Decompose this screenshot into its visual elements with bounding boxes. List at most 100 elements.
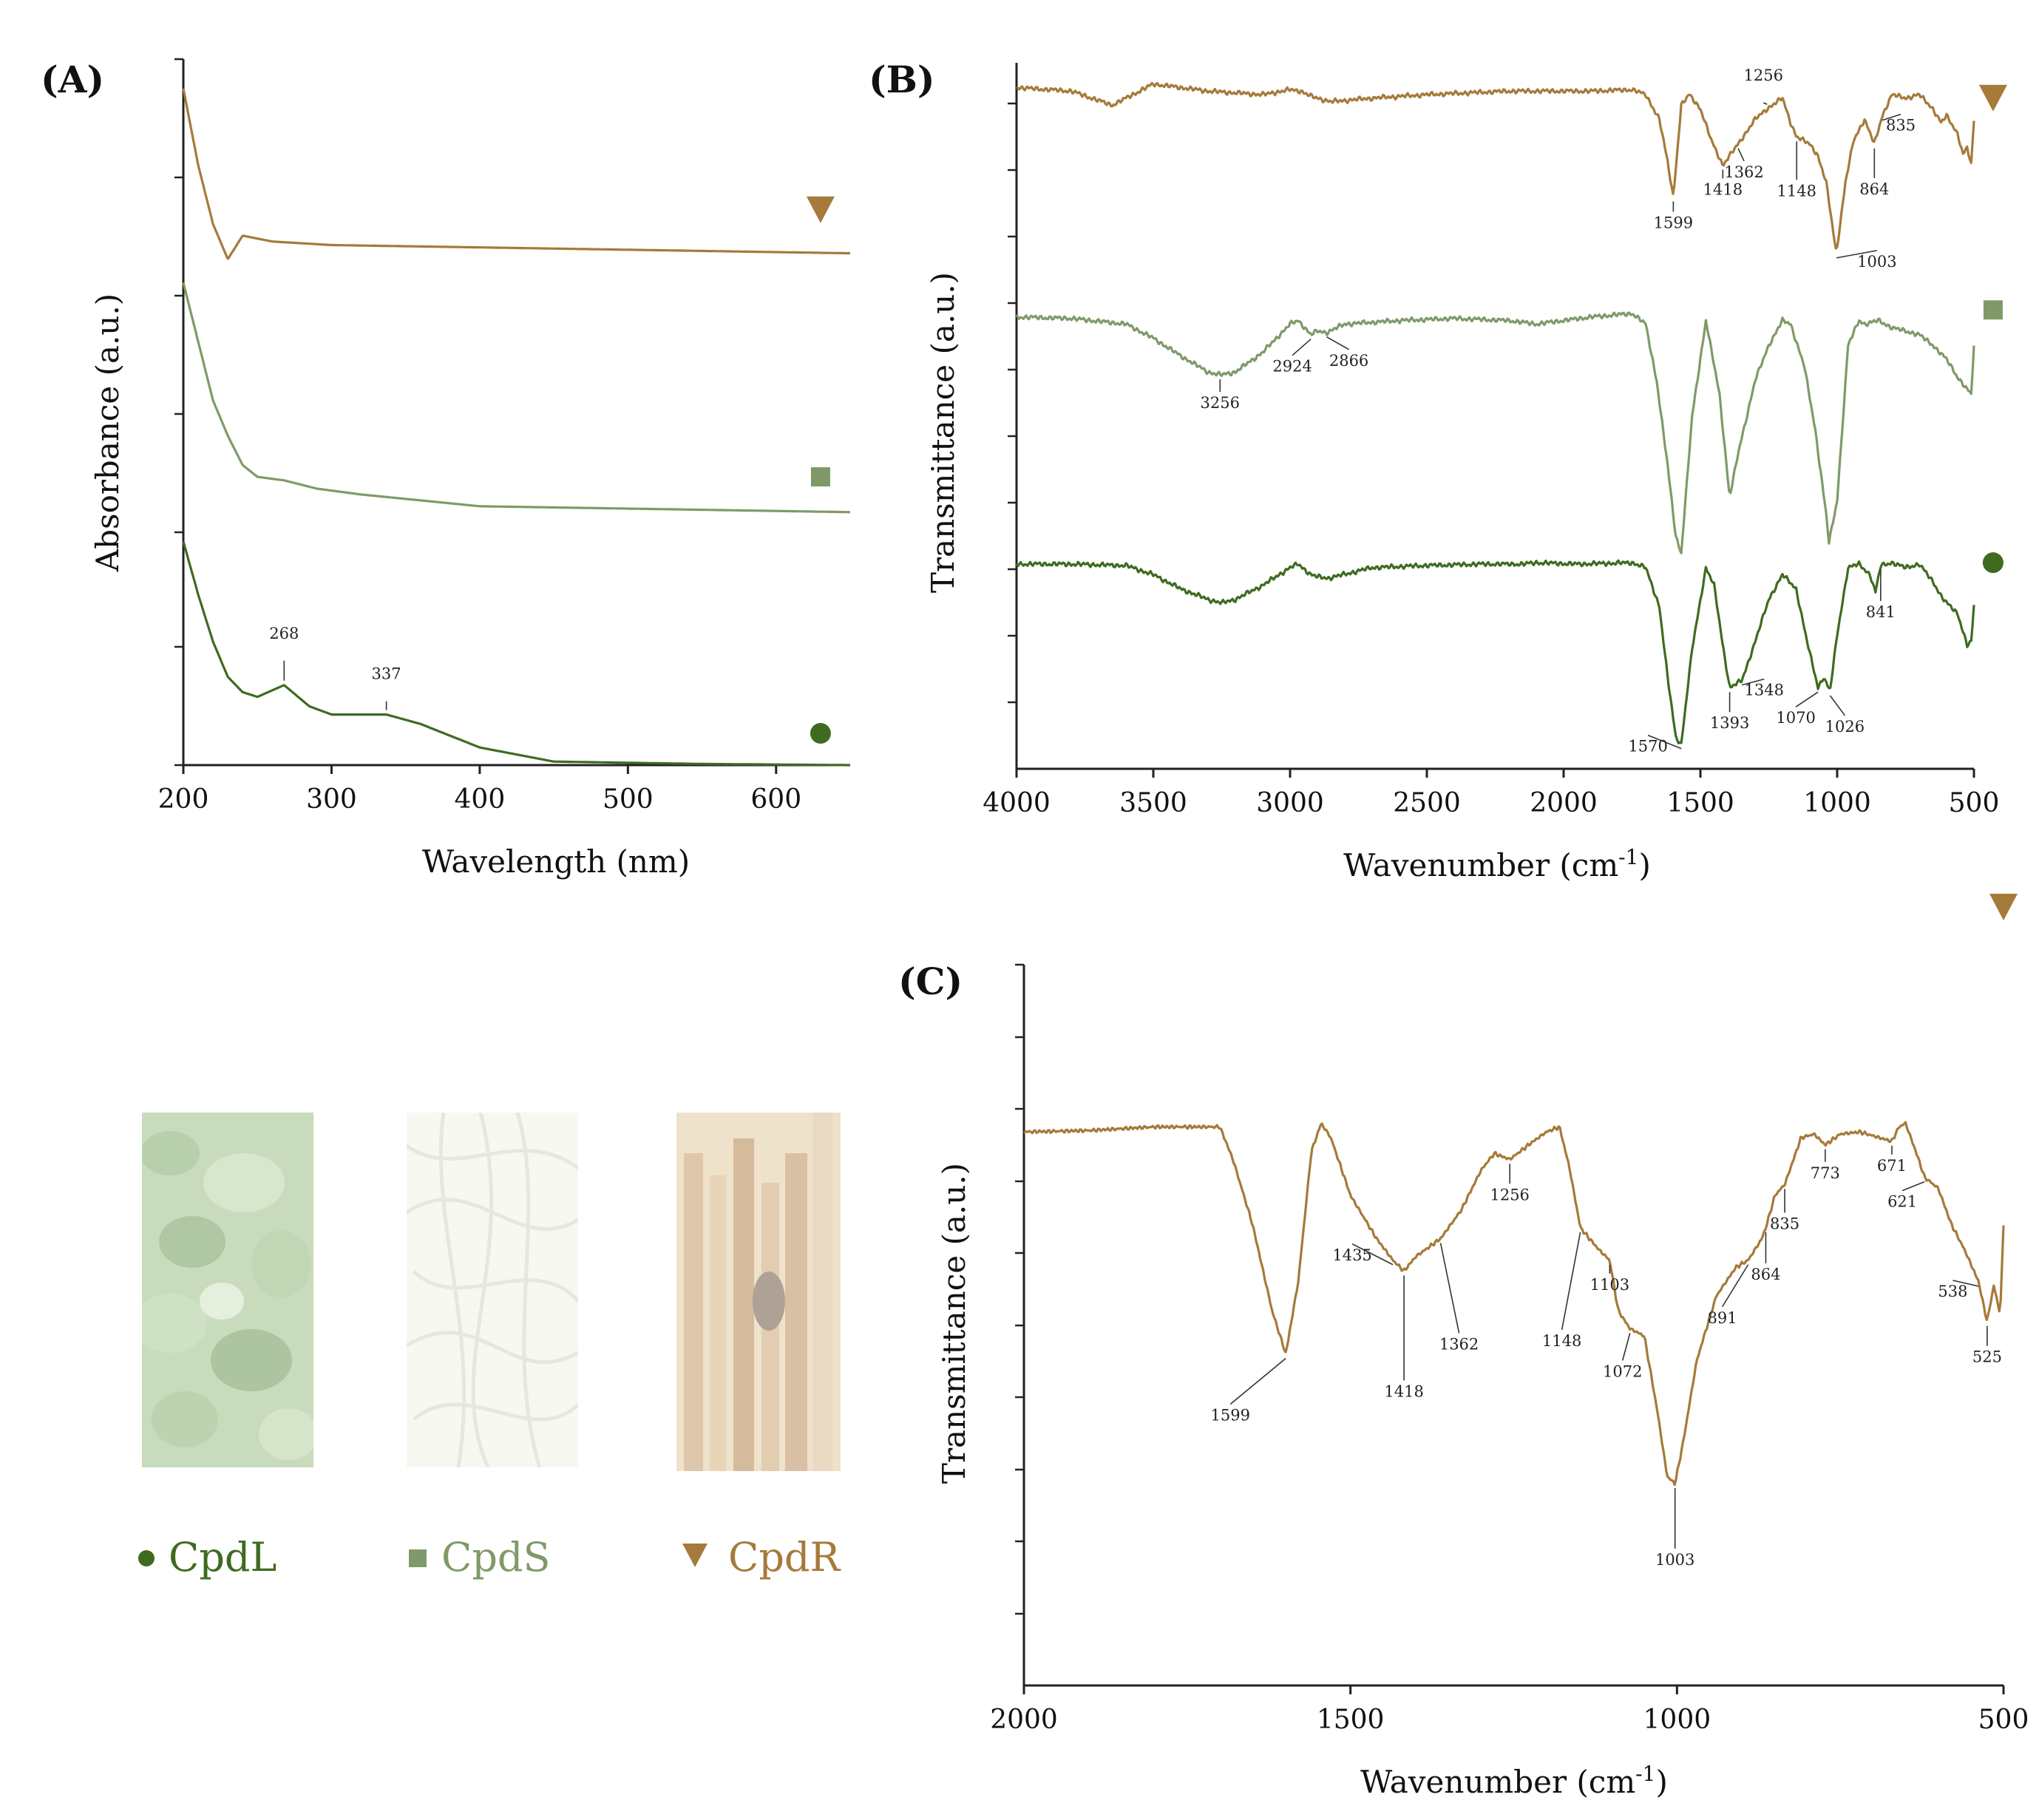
peak-label: 337 [372, 665, 401, 683]
peak-leader-line [1795, 691, 1819, 707]
panel-c-y-title: Transmittance (a.u.) [936, 1163, 972, 1484]
panel-b-x-title-end: ) [1638, 847, 1650, 883]
peak-leader-line [1351, 1243, 1394, 1266]
legend: CpdL CpdS CpdR [138, 1534, 841, 1580]
peak-leader-line [1326, 336, 1349, 350]
panel-b-x-title: Wavenumber (cm-1) [1343, 845, 1651, 883]
peak-label: 1103 [1590, 1276, 1629, 1294]
legend-label-cpdl: CpdL [169, 1534, 276, 1580]
peak-leader-line [1737, 148, 1745, 162]
series-line-cpds [182, 282, 851, 514]
panel-a-y-title: Absorbance (a.u.) [89, 293, 126, 572]
peak-label: 864 [1859, 180, 1889, 198]
x-tick-label: 500 [1949, 788, 2000, 818]
peak-label: 1148 [1542, 1332, 1581, 1350]
leaves-photo-icon [142, 1113, 313, 1467]
peak-leader-line [1953, 1280, 1979, 1287]
peak-label: 671 [1877, 1157, 1907, 1175]
x-tick-label: 200 [158, 784, 209, 815]
marker-triangle-icon [806, 196, 835, 223]
panel-b: (B) 4000 3500 3000 2500 2000 1500 1000 500 Wave… [869, 58, 2007, 883]
panel-a-plot: 268 337 [182, 88, 851, 767]
peak-label: 1348 [1745, 682, 1784, 699]
peak-label: 1570 [1628, 738, 1667, 755]
panel-b-label: (B) [869, 58, 935, 101]
peak-label: 1393 [1710, 714, 1749, 732]
peak-label: 1599 [1654, 214, 1693, 231]
panel-c-x-title-main: Wavenumber (cm [1360, 1764, 1635, 1800]
peak-label: 1418 [1384, 1382, 1423, 1400]
peak-leader-line [1721, 1264, 1749, 1308]
peak-leader-line [1561, 1232, 1581, 1331]
panel-c-ticks: 2000 1500 1000 500 [990, 963, 2029, 1735]
x-tick-label: 3500 [1119, 788, 1187, 818]
peak-label: 1072 [1603, 1362, 1642, 1380]
panel-a-x-title: Wavelength (nm) [422, 843, 690, 880]
series-line-cpdl [182, 541, 851, 767]
panel-b-y-title: Transmittance (a.u.) [925, 272, 961, 593]
x-tick-label: 300 [306, 784, 357, 815]
peak-leader-line [1882, 113, 1901, 121]
peak-label: 3256 [1201, 394, 1240, 412]
panel-b-x-title-main: Wavenumber (cm [1343, 847, 1618, 883]
peak-leader-line [1439, 1243, 1460, 1334]
x-tick-label: 400 [455, 784, 506, 815]
peak-label: 1003 [1655, 1551, 1694, 1569]
peak-leader-line [1647, 734, 1682, 750]
peak-label: 621 [1887, 1193, 1917, 1211]
series-line-cpds [1015, 311, 1975, 554]
x-tick-label: 500 [603, 784, 654, 815]
peak-leader-line [1621, 1333, 1631, 1361]
peak-leader-line [1742, 678, 1765, 686]
panel-c-x-title: Wavenumber (cm-1) [1360, 1762, 1668, 1800]
marker-circle-icon [810, 723, 831, 744]
panel-c-label: (C) [898, 960, 963, 1003]
x-tick-label: 600 [750, 784, 801, 815]
peak-leader-line [1901, 1181, 1925, 1192]
x-tick-label: 2000 [1530, 788, 1598, 818]
panel-b-ticks: 4000 3500 3000 2500 2000 1500 1000 500 [983, 102, 2000, 818]
x-tick-label: 3000 [1256, 788, 1324, 818]
peak-label: 1070 [1776, 709, 1815, 727]
legend-label-cpds: CpdS [441, 1534, 550, 1580]
panel-c: (C) 2000 1500 1000 500 Wavenumber (cm-1) Tr… [898, 894, 2029, 1800]
series-line-cpdr [1016, 81, 1975, 250]
legend-circle-icon [138, 1550, 155, 1566]
panel-c-plot: 1599 1435 1418 1362 1256 1148 1103 1072 1003 891 8… [1023, 894, 2018, 1569]
peak-label: 1362 [1724, 163, 1763, 181]
x-tick-label: 1500 [1317, 1705, 1385, 1735]
peak-label: 268 [269, 625, 299, 642]
peak-label: 1362 [1439, 1336, 1479, 1354]
peak-label: 1148 [1777, 182, 1816, 200]
peak-label: 1435 [1332, 1246, 1371, 1264]
roots-photo-icon [676, 1113, 841, 1471]
x-tick-label: 2500 [1393, 788, 1461, 818]
peak-label: 864 [1751, 1266, 1780, 1283]
x-tick-label: 500 [1978, 1705, 2029, 1735]
peak-leader-line [1836, 250, 1878, 259]
peak-label: 891 [1708, 1309, 1737, 1327]
peak-leader-line [1829, 695, 1846, 716]
x-tick-label: 1000 [1803, 788, 1871, 818]
peak-label: 841 [1866, 603, 1896, 621]
panel-c-x-title-sup: -1 [1635, 1762, 1655, 1786]
panel-b-x-title-sup: -1 [1618, 845, 1638, 869]
peak-label: 2866 [1329, 352, 1368, 370]
peak-label: 1256 [1744, 67, 1783, 84]
panel-a: (A) 200 300 400 500 600 Wavelength (nm) Abso… [41, 58, 851, 880]
marker-triangle-icon [1978, 84, 2007, 112]
series-line-cpdr [182, 88, 851, 260]
peak-label: 1256 [1490, 1186, 1529, 1203]
legend-label-cpdr: CpdR [728, 1534, 841, 1580]
panel-a-ticks: 200 300 400 500 600 [158, 58, 801, 815]
x-tick-label: 4000 [983, 788, 1051, 818]
legend-triangle-icon [682, 1544, 708, 1567]
x-tick-label: 2000 [990, 1705, 1058, 1735]
peak-label: 835 [1770, 1215, 1799, 1232]
peak-leader-line [1229, 1357, 1286, 1405]
series-line-cpdr [1023, 1121, 2005, 1487]
legend-square-icon [409, 1549, 427, 1567]
peak-leader-line [1763, 102, 1768, 105]
